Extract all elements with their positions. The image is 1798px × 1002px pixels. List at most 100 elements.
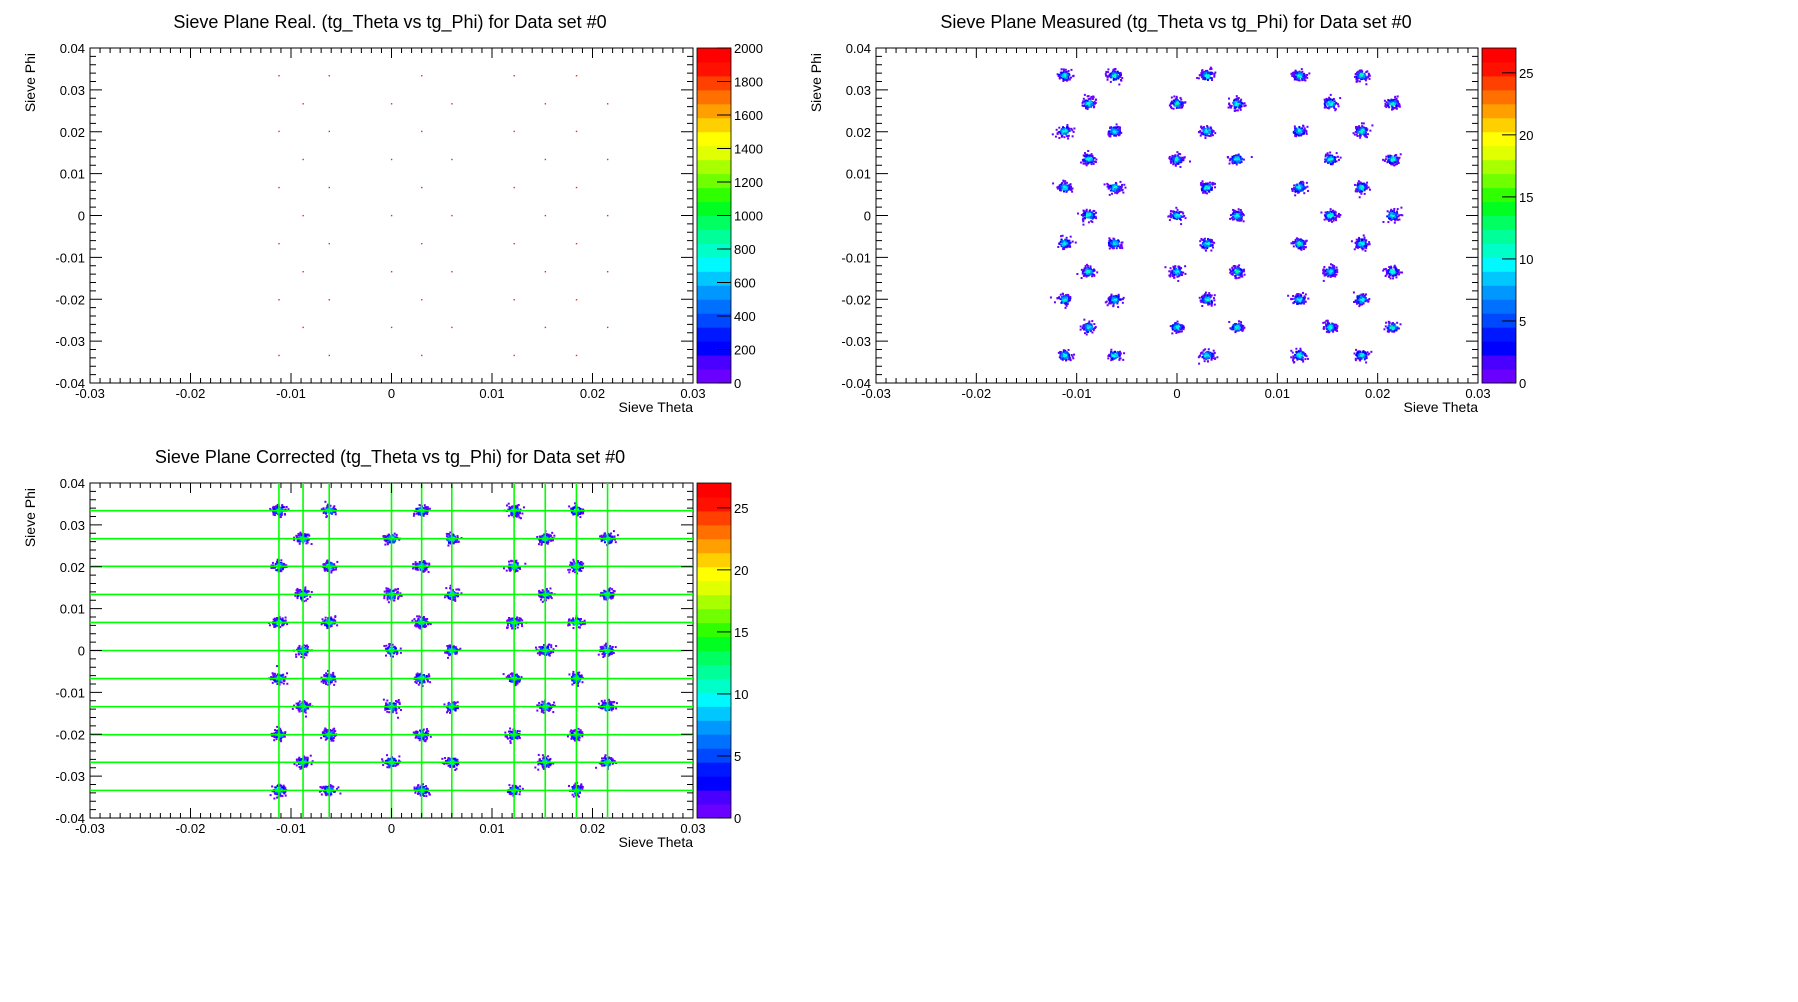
data-pixel [1362, 130, 1364, 132]
data-pixel [1362, 243, 1364, 245]
data-pixel [1086, 276, 1088, 278]
data-pixel [1296, 189, 1298, 191]
data-pixel [1050, 296, 1052, 298]
data-pixel [1329, 151, 1331, 153]
data-pixel [1326, 213, 1328, 215]
data-pixel [1199, 74, 1201, 76]
y-axis: -0.04-0.03-0.02-0.0100.010.020.030.04Sie… [22, 41, 693, 391]
data-pixel [1113, 78, 1115, 80]
sieve-hole-cluster [1354, 69, 1371, 85]
data-pixel [1326, 331, 1328, 333]
data-pixel [1057, 133, 1059, 135]
data-pixel [1332, 272, 1334, 274]
data-pixel [1330, 276, 1332, 278]
data-pixel [1112, 133, 1114, 135]
data-pixel [1299, 247, 1301, 249]
sieve-hole-point [421, 299, 422, 300]
data-pixel [1301, 129, 1303, 131]
data-pixel [1175, 207, 1177, 209]
data-pixel [1065, 191, 1067, 193]
data-pixel [1244, 274, 1246, 276]
data-pixel [1116, 352, 1118, 354]
data-pixel [1302, 300, 1304, 302]
data-pixel [1236, 95, 1238, 97]
data-pixel [1324, 103, 1326, 105]
data-pixel [1066, 124, 1068, 126]
data-pixel [1366, 187, 1368, 189]
data-pixel [1057, 246, 1059, 248]
data-pixel [1354, 184, 1356, 186]
sieve-hole-cluster [1076, 264, 1098, 279]
data-pixel [1109, 194, 1111, 196]
data-pixel [1327, 270, 1329, 272]
color-scale-band [697, 355, 731, 369]
data-pixel [1177, 216, 1179, 218]
data-pixel [1073, 354, 1075, 356]
data-pixel [1088, 268, 1090, 270]
data-pixel [1306, 182, 1308, 184]
data-pixel [1065, 129, 1067, 131]
data-pixel [1297, 355, 1299, 357]
data-pixel [1326, 99, 1328, 101]
data-pixel [1340, 157, 1342, 159]
data-pixel [1183, 215, 1185, 217]
z-tick-label: 600 [734, 276, 756, 291]
data-pixel [1087, 325, 1089, 327]
data-pixel [1335, 217, 1337, 219]
data-pixel [1295, 243, 1297, 245]
data-pixel [1087, 100, 1089, 102]
data-pixel [1179, 166, 1181, 168]
data-pixel [1296, 130, 1298, 132]
data-pixel [1292, 295, 1294, 297]
data-pixel [1108, 134, 1110, 136]
data-pixel [1355, 190, 1357, 192]
sieve-hole-point [302, 103, 303, 104]
data-pixel [1107, 304, 1109, 306]
data-pixel [1088, 221, 1090, 223]
data-pixel [1114, 301, 1116, 303]
data-pixel [1172, 102, 1174, 104]
data-pixel [1207, 300, 1209, 302]
data-pixel [1071, 354, 1073, 356]
data-pixel [1179, 211, 1181, 213]
data-pixel [1114, 68, 1116, 70]
data-pixel [1216, 356, 1218, 358]
sieve-hole-cluster [1108, 237, 1124, 249]
data-pixel [1210, 77, 1212, 79]
data-pixel [1068, 242, 1070, 244]
data-pixel [1324, 275, 1326, 277]
data-pixel [1325, 325, 1327, 327]
data-pixel [1070, 236, 1072, 238]
data-pixel [1307, 358, 1309, 360]
data-pixel [1172, 275, 1174, 277]
data-pixel [1366, 70, 1368, 72]
data-pixel [1105, 73, 1107, 75]
data-pixel [1182, 105, 1184, 107]
data-pixel [1173, 272, 1175, 274]
data-pixel [1090, 217, 1092, 219]
data-pixel [1358, 189, 1360, 191]
data-pixel [1070, 77, 1072, 79]
data-pixel [1086, 271, 1088, 273]
data-pixel [1090, 271, 1092, 273]
sieve-hole-cluster [1290, 68, 1310, 81]
data-pixel [1109, 296, 1111, 298]
data-pixel [1330, 100, 1332, 102]
data-pixel [1301, 79, 1303, 81]
data-pixel [1081, 269, 1083, 271]
y-axis-label: Sieve Phi [22, 53, 38, 112]
data-pixel [1353, 291, 1355, 293]
sieve-hole-point [391, 271, 392, 272]
sieve-hole-cluster [1228, 95, 1247, 112]
data-pixel [1213, 130, 1215, 132]
data-pixel [1236, 270, 1238, 272]
data-pixel [1064, 74, 1066, 76]
data-pixel [1068, 78, 1070, 80]
data-pixel [1180, 99, 1182, 101]
data-pixel [1064, 299, 1066, 301]
data-pixel [1180, 274, 1182, 276]
data-pixel [1208, 348, 1210, 350]
data-pixel [1115, 243, 1117, 245]
data-pixel [1092, 98, 1094, 100]
data-pixel [1363, 75, 1365, 77]
